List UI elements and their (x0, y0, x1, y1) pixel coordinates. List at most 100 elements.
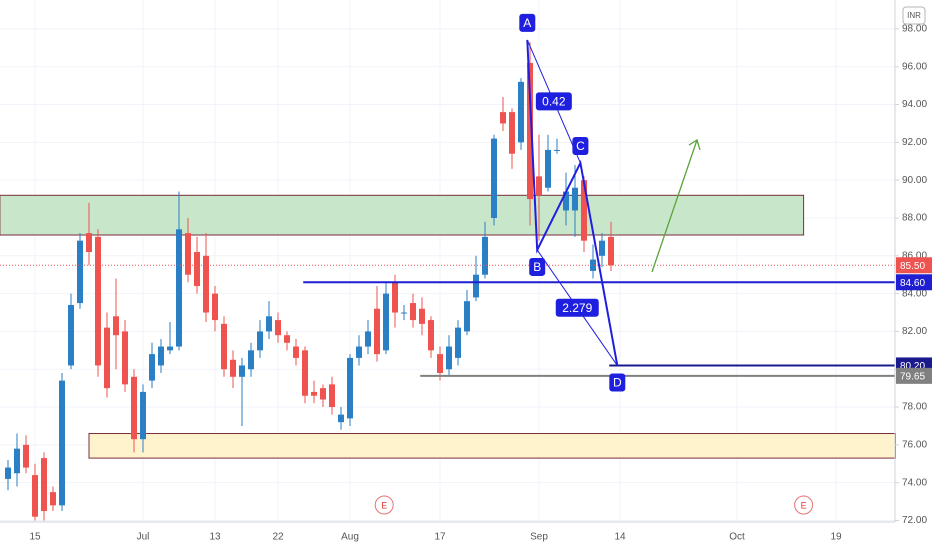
currency-badge (902, 6, 926, 25)
candle-body (392, 282, 398, 313)
candle-body (59, 380, 65, 506)
candle-body (581, 180, 587, 241)
candle-body (158, 346, 164, 366)
pattern-point-label-box (609, 373, 626, 392)
candle-body (491, 138, 497, 218)
candle-body (221, 323, 227, 370)
x-tick-label: Oct (729, 532, 745, 543)
candle-body (185, 233, 191, 275)
pattern-point-label-box (529, 257, 546, 276)
candle-body (149, 354, 155, 381)
zone (0, 194, 805, 236)
candle-body (86, 233, 92, 253)
candle-body (212, 293, 218, 321)
y-tick-label: 72.00 (902, 515, 927, 526)
candle-body (419, 308, 425, 324)
candle-body (230, 359, 236, 377)
candle-body (167, 346, 173, 351)
x-tick-label: 15 (29, 532, 41, 543)
price-tag (896, 274, 932, 291)
pattern-point-label: A (523, 16, 531, 30)
zone (88, 433, 896, 459)
candle-body (401, 312, 407, 314)
candle-body (338, 414, 344, 423)
candle-body (68, 304, 74, 366)
pattern-ratio: 0.42 (542, 95, 566, 109)
candle-body (50, 492, 56, 506)
candles (5, 42, 614, 521)
candle-body (509, 112, 515, 154)
price-tag-label: 85.50 (900, 261, 925, 272)
candle-body (482, 236, 488, 275)
candle-body (203, 255, 209, 313)
candle-body (455, 327, 461, 358)
x-tick-label: Aug (341, 532, 359, 543)
x-tick-label: Sep (530, 532, 548, 543)
candle-body (554, 149, 560, 151)
candle-body (599, 240, 605, 256)
candle-body (95, 236, 101, 366)
pattern-point-label-box (519, 13, 536, 32)
candle-body (410, 303, 416, 321)
candle-body (383, 293, 389, 351)
candle-body (437, 354, 443, 374)
price-tag (896, 257, 932, 274)
candle-body (473, 274, 479, 298)
candle-body (563, 191, 569, 211)
candle-body (320, 388, 326, 400)
y-tick-label: 88.00 (902, 213, 927, 224)
candle-body (608, 236, 614, 266)
candle-body (446, 346, 452, 370)
candle-body (464, 301, 470, 332)
candle-body (23, 444, 29, 468)
candle-body (5, 467, 11, 479)
y-tick-label: 90.00 (902, 175, 927, 186)
candle-body (293, 346, 299, 358)
candle-body (356, 346, 362, 358)
pattern-ratio-box (535, 92, 572, 111)
candle-body (131, 376, 137, 440)
candle-body (248, 350, 254, 370)
candle-body (122, 331, 128, 385)
pattern-point-label-box (572, 136, 589, 155)
candle-body (194, 252, 200, 287)
candle-body (428, 320, 434, 351)
candle-body (239, 365, 245, 377)
candle-body (500, 112, 506, 124)
candle-body (176, 229, 182, 347)
event-marker (374, 495, 394, 515)
candle-body (284, 335, 290, 343)
candle-body (77, 240, 83, 304)
x-tick-label: 17 (434, 532, 446, 543)
event-marker (794, 495, 814, 515)
x-tick-label: 22 (272, 532, 284, 543)
candle-body (536, 176, 542, 196)
axis: 72.0074.0076.0078.0080.0082.0084.0086.00… (29, 24, 932, 543)
candle-body (32, 475, 38, 517)
pattern-point-label: C (576, 139, 585, 153)
pattern-point-label: D (613, 376, 622, 390)
y-tick-label: 82.00 (902, 326, 927, 337)
candle-body (104, 327, 110, 389)
price-tag-label: 79.65 (900, 371, 925, 382)
x-tick-label: 19 (830, 532, 842, 543)
pattern-point-label: B (533, 260, 541, 274)
candle-body (302, 350, 308, 396)
candle-body (41, 458, 47, 512)
candle-body (329, 384, 335, 408)
y-tick-label: 98.00 (902, 24, 927, 35)
pattern-line (526, 39, 619, 366)
candle-body (590, 259, 596, 271)
y-tick-label: 96.00 (902, 61, 927, 72)
y-tick-label: 76.00 (902, 440, 927, 451)
candle-body (257, 331, 263, 351)
price-tag-label: 84.60 (900, 278, 925, 289)
candle-body (572, 187, 578, 211)
pattern-ratio: 2.279 (562, 301, 592, 315)
y-tick-label: 74.00 (902, 477, 927, 488)
projection-arrow (651, 138, 701, 273)
candle-body (518, 81, 524, 143)
event-label: E (381, 500, 387, 510)
